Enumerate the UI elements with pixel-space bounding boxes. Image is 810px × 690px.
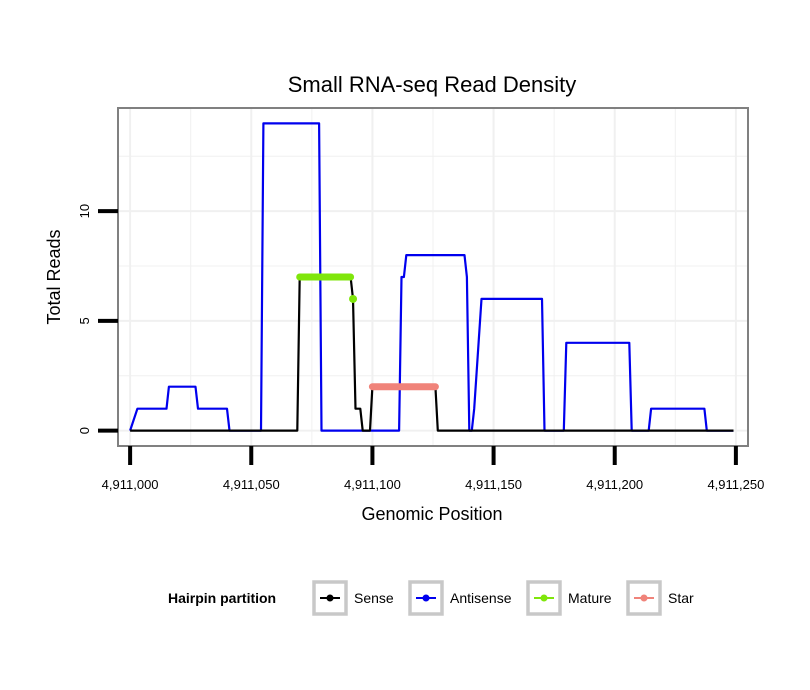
- panel-border: [117, 107, 749, 447]
- legend-item-mature: Mature: [526, 580, 612, 616]
- x-tick-label: 4,911,250: [707, 477, 764, 492]
- x-axis-title: Genomic Position: [361, 504, 502, 524]
- y-tick-label: 5: [77, 317, 92, 324]
- legend-key-point: [640, 594, 648, 602]
- grid-lines: [118, 108, 748, 446]
- legend-label: Star: [668, 590, 694, 606]
- legend-title: Hairpin partition: [168, 590, 276, 606]
- legend-key-point: [326, 594, 334, 602]
- y-axis: 0 5 10: [77, 204, 118, 434]
- legend-item-antisense: Antisense: [408, 580, 512, 616]
- x-tick-label: 4,911,100: [344, 477, 401, 492]
- series-point-mature: [349, 294, 358, 303]
- legend-item-sense: Sense: [312, 580, 394, 616]
- x-tick-label: 4,911,200: [586, 477, 643, 492]
- x-tick-label: 4,911,000: [102, 477, 159, 492]
- legend-label: Antisense: [450, 590, 512, 606]
- y-tick-label: 10: [77, 204, 92, 218]
- plot-panel: [117, 107, 749, 447]
- series-lines: [129, 122, 734, 432]
- legend-label: Mature: [568, 590, 612, 606]
- y-axis-title: Total Reads: [44, 229, 64, 324]
- legend-key-point: [540, 594, 548, 602]
- legend-items: Sense Antisense Mature Star: [312, 580, 694, 616]
- legend: Hairpin partition Sense Antisense Mature St…: [168, 580, 694, 616]
- series-line-antisense: [129, 122, 734, 432]
- y-tick-label: 0: [77, 427, 92, 434]
- legend-item-star: Star: [626, 580, 694, 616]
- x-tick-label: 4,911,150: [465, 477, 522, 492]
- x-tick-label: 4,911,050: [223, 477, 280, 492]
- x-axis: 4,911,000 4,911,050 4,911,100 4,911,150 4,91…: [102, 446, 764, 492]
- legend-key-point: [422, 594, 430, 602]
- legend-label: Sense: [354, 590, 394, 606]
- chart-title: Small RNA-seq Read Density: [288, 72, 577, 97]
